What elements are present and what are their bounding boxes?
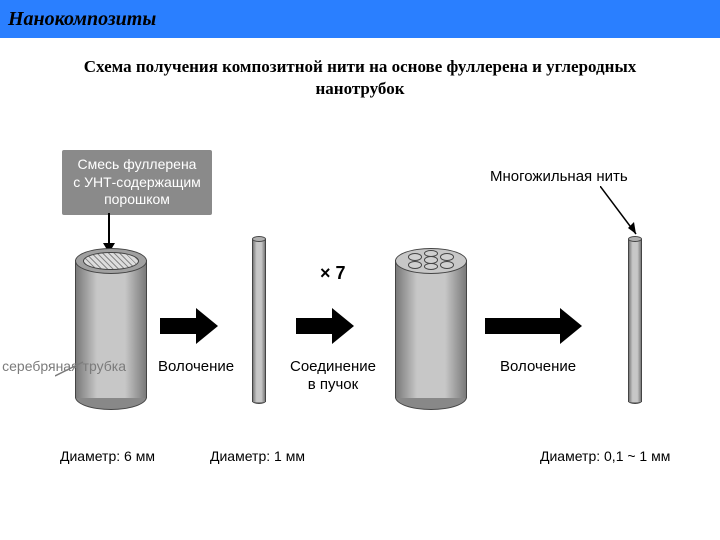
dim-3: Диаметр: 0,1 ~ 1 мм	[540, 448, 670, 464]
label-drawing-2: Волочение	[500, 358, 576, 375]
subtitle: Схема получения композитной нити на осно…	[0, 56, 720, 100]
label-multiply: × 7	[320, 263, 346, 284]
dim-1: Диаметр: 6 мм	[60, 448, 155, 464]
diagram: Смесь фуллерена с УНТ-содержащим порошко…	[0, 108, 720, 528]
tube-bundle	[395, 248, 467, 398]
wire-thin-1	[252, 236, 266, 404]
wire-multistrand	[628, 236, 642, 404]
label-drawing-1: Волочение	[158, 358, 234, 375]
label-bundling: Соединение в пучок	[290, 358, 376, 394]
dim-2: Диаметр: 1 мм	[210, 448, 305, 464]
header-bar: Нанокомпозиты	[0, 0, 720, 38]
page-title: Нанокомпозиты	[8, 8, 156, 31]
label-mix-text: Смесь фуллерена с УНТ-содержащим порошко…	[73, 156, 201, 207]
label-mix-box: Смесь фуллерена с УНТ-содержащим порошко…	[62, 150, 212, 215]
label-multistrand: Многожильная нить	[490, 168, 628, 185]
